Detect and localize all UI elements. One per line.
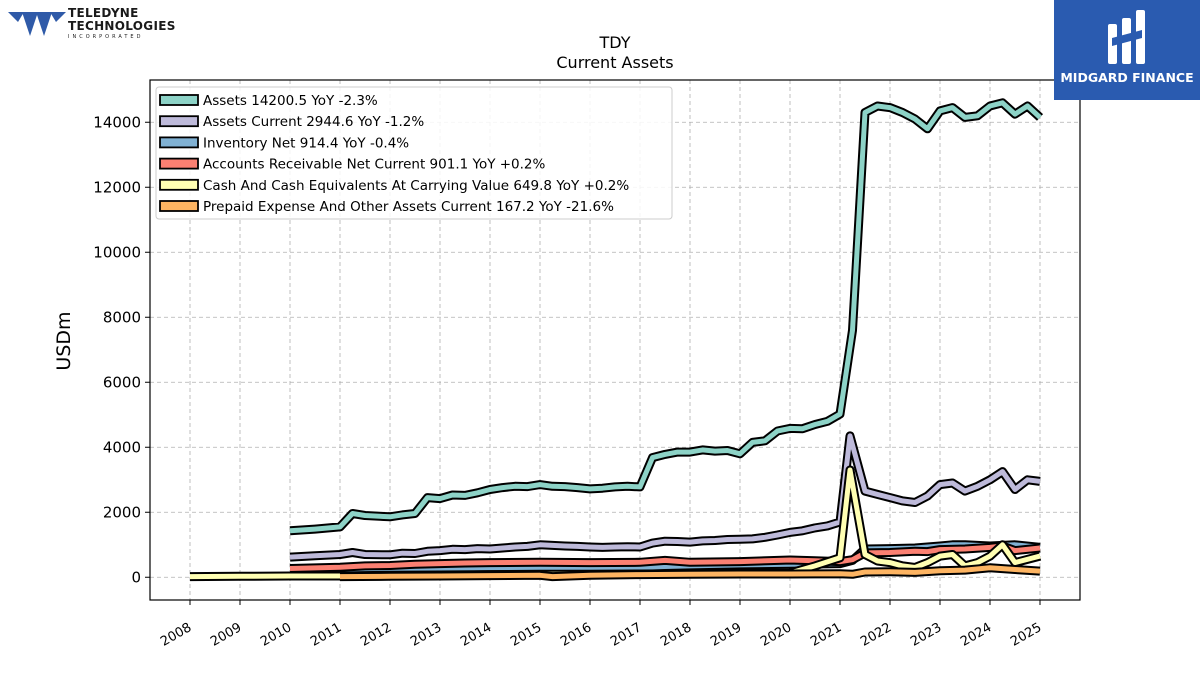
- x-tick-label: 2022: [858, 620, 894, 650]
- chart-subtitle: Current Assets: [556, 53, 673, 72]
- legend-swatch-4: [159, 178, 199, 191]
- x-tick-label: 2012: [358, 620, 394, 650]
- x-tick-label: 2018: [658, 620, 694, 650]
- series-line-5: [339, 565, 1041, 580]
- series-line-0: [289, 100, 1042, 534]
- y-tick-label: 2000: [103, 503, 141, 521]
- x-tick-label: 2024: [958, 620, 994, 650]
- watermark-logo: MIDGARD FINANCE: [1054, 0, 1200, 100]
- x-tick-label: 2010: [258, 620, 294, 650]
- y-tick-label: 8000: [103, 308, 141, 326]
- legend-swatch-1: [159, 115, 199, 128]
- teledyne-logo: TELEDYNE TECHNOLOGIES INCORPORATED: [8, 6, 178, 46]
- legend: Assets 14200.5 YoY -2.3% Assets Current 2…: [155, 86, 673, 220]
- series-lines: [189, 98, 1044, 582]
- company-name-line1: TELEDYNE: [68, 6, 139, 20]
- legend-entry-4: Cash And Cash Equivalents At Carrying Va…: [203, 178, 629, 194]
- y-tick-label: 14000: [93, 113, 141, 131]
- plot-frame: [149, 79, 1081, 601]
- legend-entry-5: Prepaid Expense And Other Assets Current…: [203, 199, 614, 215]
- x-tick-label: 2013: [408, 620, 444, 650]
- x-tick-label: 2019: [708, 620, 744, 650]
- x-tick-label: 2009: [208, 620, 244, 650]
- y-tick-label: 0: [131, 568, 141, 586]
- y-tick-label: 10000: [93, 243, 141, 261]
- y-tick-label: 6000: [103, 373, 141, 391]
- y-axis-label: USDm: [53, 311, 75, 370]
- x-tick-label: 2014: [458, 620, 494, 650]
- legend-box: [155, 86, 673, 220]
- x-tick-label: 2023: [908, 620, 944, 650]
- legend-entry-0: Assets 14200.5 YoY -2.3%: [203, 93, 378, 109]
- legend-entry-3: Accounts Receivable Net Current 901.1 Yo…: [203, 157, 546, 173]
- x-tick-label: 2008: [158, 620, 194, 650]
- x-tick-label: 2015: [508, 620, 544, 650]
- watermark-text: MIDGARD FINANCE: [1060, 70, 1194, 85]
- legend-swatch-5: [159, 200, 199, 212]
- x-tick-label: 2011: [308, 620, 344, 650]
- x-tick-label: 2016: [558, 620, 594, 650]
- midgard-emblem-icon: [1108, 10, 1145, 64]
- legend-entry-2: Inventory Net 914.4 YoY -0.4%: [203, 135, 409, 151]
- series-line-1: [289, 433, 1041, 560]
- chart-title: TDY: [599, 33, 631, 52]
- x-tick-label: 2017: [608, 620, 644, 650]
- x-tick-label: 2020: [758, 620, 794, 650]
- legend-swatch-0: [159, 94, 199, 106]
- legend-entry-1: Assets Current 2944.6 YoY -1.2%: [203, 114, 424, 130]
- y-tick-label: 12000: [93, 178, 141, 196]
- series-line-3: [289, 543, 1041, 571]
- legend-swatch-2: [159, 136, 199, 149]
- legend-swatch-3: [159, 157, 199, 170]
- x-tick-label: 2025: [1008, 620, 1044, 650]
- y-tick-label: 4000: [103, 438, 141, 456]
- teledyne-emblem-icon: [8, 12, 66, 36]
- company-name-line2: TECHNOLOGIES: [68, 19, 176, 33]
- company-name-line3: INCORPORATED: [68, 34, 144, 40]
- x-tick-label: 2021: [808, 620, 844, 650]
